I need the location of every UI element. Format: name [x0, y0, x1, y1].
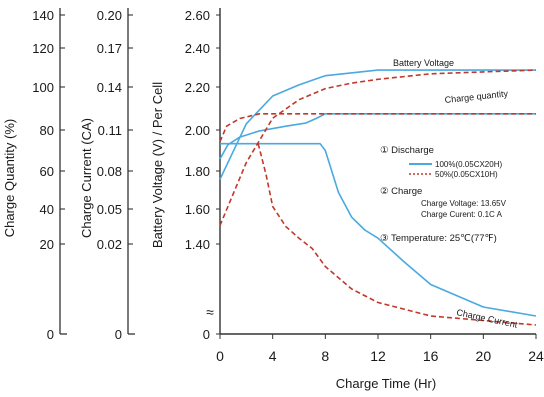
charge-current-curve — [220, 142, 537, 317]
y-tick-label: 100 — [32, 80, 54, 95]
legend-charge-title: ② Charge — [380, 186, 422, 197]
y-tick-label: 1.60 — [185, 202, 210, 217]
y-tick-label: 60 — [40, 164, 54, 179]
battery-voltage-curve — [219, 113, 536, 143]
legend-charge-current: Charge Curent: 0.1C A — [421, 210, 503, 219]
y-axis-label: Charge Quantity (%) — [2, 119, 17, 238]
legend-label-50: 50%(0.05CX10H) — [435, 170, 498, 179]
x-tick-label: 16 — [423, 348, 439, 364]
annotation-charge-quantity: Charge quantity — [444, 88, 509, 105]
battery-voltage-curve — [219, 113, 536, 160]
y-tick-label: 2.00 — [185, 123, 210, 138]
annotation-battery-voltage: Battery Voltage — [393, 58, 454, 68]
x-tick-label: 8 — [321, 348, 329, 364]
y-tick-label: 0.20 — [97, 8, 122, 23]
charge-quantity-curve — [219, 69, 536, 180]
legend-charge-voltage: Charge Voltage: 13.65V — [421, 199, 507, 208]
y-tick-label: 1.80 — [185, 164, 210, 179]
legend-label-100: 100%(0.05CX20H) — [435, 160, 502, 169]
annotation-charge-current: Charge Current — [456, 307, 519, 330]
x-tick-label: 24 — [528, 348, 544, 364]
x-tick-label: 12 — [370, 348, 386, 364]
y-tick-label: 0.08 — [97, 164, 122, 179]
charge-quantity-curve — [219, 69, 537, 226]
y-tick-label: 140 — [32, 8, 54, 23]
y-axis-label: Charge Current (CA) — [79, 118, 94, 238]
y-tick-label: 0.05 — [97, 202, 122, 217]
x-tick-label: 20 — [476, 348, 492, 364]
scale-break-marker: ≈ — [206, 304, 214, 320]
y-tick-label: 1.40 — [185, 237, 210, 252]
y-tick-label: 0 — [47, 327, 54, 342]
x-axis-label: Charge Time (Hr) — [336, 376, 436, 391]
y-tick-label: 120 — [32, 41, 54, 56]
curves-layer — [219, 69, 537, 326]
y-tick-label: 0.14 — [97, 80, 122, 95]
y-tick-label: 0.11 — [98, 123, 122, 138]
charge-current-curve — [257, 143, 537, 326]
x-tick-label: 4 — [269, 348, 277, 364]
legend-temperature: ③ Temperature: 25℃(77℉) — [380, 233, 497, 244]
y-tick-label: 2.60 — [185, 8, 210, 23]
y-axis-label: Battery Voltage (V) / Per Cell — [150, 82, 165, 248]
axes-layer — [59, 8, 537, 339]
x-tick-label: 0 — [216, 348, 224, 364]
y-tick-label: 2.40 — [185, 41, 210, 56]
y-tick-label: 80 — [40, 123, 54, 138]
y-tick-label: 0.17 — [97, 41, 122, 56]
y-tick-label: 20 — [40, 237, 54, 252]
legend-discharge-title: ① Discharge — [380, 145, 434, 156]
y-tick-label: 0.02 — [97, 237, 122, 252]
y-tick-label: 2.20 — [185, 80, 210, 95]
y-tick-label: 0 — [203, 327, 210, 342]
y-tick-label: 40 — [40, 202, 54, 217]
y-tick-label: 0 — [115, 327, 122, 342]
